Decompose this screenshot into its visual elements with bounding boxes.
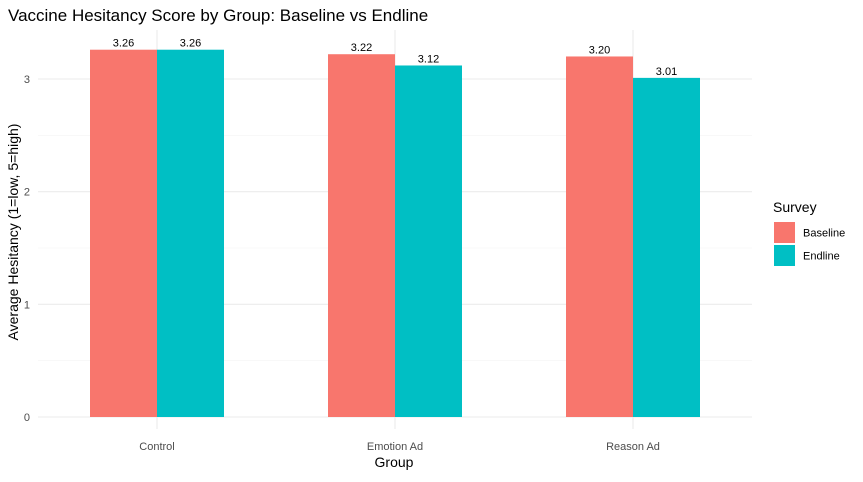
data-labels: 3.26 3.26 3.22 3.12 3.20 3.01: [113, 38, 677, 78]
legend-items: Baseline Endline: [774, 222, 845, 266]
y-tick-label: 0: [24, 412, 30, 424]
bar: [328, 54, 395, 418]
y-axis-title: Average Hesitancy (1=low, 5=high): [5, 124, 21, 341]
x-axis-title: Group: [375, 454, 414, 470]
data-label: 3.01: [656, 66, 677, 78]
data-label: 3.20: [589, 44, 610, 56]
x-tick-label: Control: [139, 441, 174, 453]
legend-key: [774, 245, 795, 266]
bar: [90, 49, 157, 417]
y-tick-label: 3: [24, 74, 30, 86]
legend-label: Baseline: [803, 228, 845, 240]
x-tick-label: Emotion Ad: [367, 441, 423, 453]
y-tick-label: 1: [24, 299, 30, 311]
bars: [90, 49, 700, 418]
bar: [633, 77, 700, 417]
x-tick-label: Reason Ad: [606, 441, 660, 453]
axes: 0 1 2 3 Control Emotion Ad Reason Ad: [24, 74, 660, 453]
data-label: 3.26: [113, 38, 134, 50]
bar: [566, 56, 633, 417]
bar: [395, 65, 462, 417]
legend-label: Endline: [803, 251, 840, 263]
legend-title: Survey: [773, 199, 817, 215]
data-label: 3.12: [418, 53, 439, 65]
legend: Survey Baseline Endline: [773, 199, 845, 266]
data-label: 3.26: [180, 38, 201, 50]
y-tick-label: 2: [24, 187, 30, 199]
legend-key: [774, 222, 795, 243]
data-label: 3.22: [351, 42, 372, 54]
chart-title: Vaccine Hesitancy Score by Group: Baseli…: [8, 6, 428, 25]
bar: [157, 49, 224, 417]
